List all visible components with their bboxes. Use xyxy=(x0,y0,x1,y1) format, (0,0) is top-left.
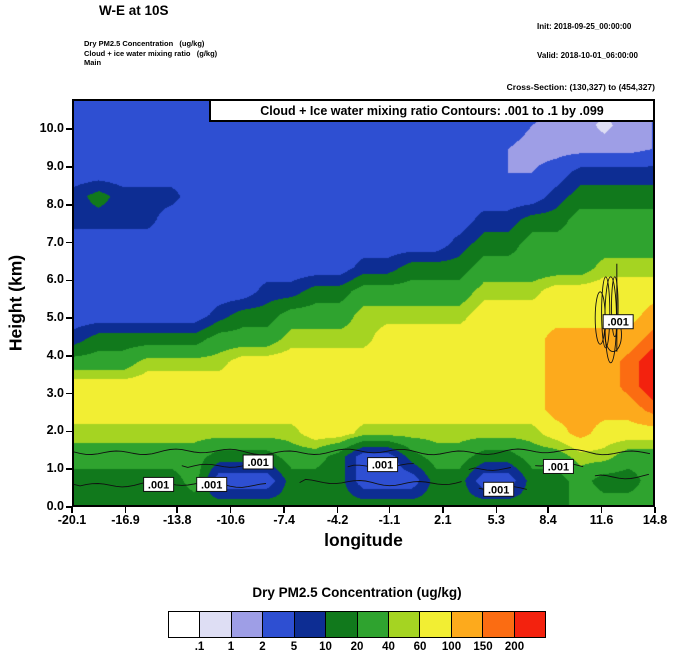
x-tick-mark xyxy=(124,507,127,513)
colorbar-cell xyxy=(483,612,515,637)
colorbar-cell xyxy=(514,612,546,637)
colorbar-label: 20 xyxy=(350,641,364,653)
product-line-domain: Main xyxy=(84,58,102,67)
x-tick-label: -4.2 xyxy=(326,513,349,527)
y-tick-label: 4.0 xyxy=(46,347,64,362)
product-description: Dry PM2.5 Concentration (ug/kg) Cloud + … xyxy=(84,39,217,68)
x-tick-label: -7.4 xyxy=(273,513,295,527)
colorbar-label: .1 xyxy=(194,641,205,653)
y-tick-mark xyxy=(66,392,72,395)
y-tick-mark xyxy=(66,506,72,508)
x-tick-mark xyxy=(229,507,232,513)
plot-frame: .001.001.001.001.001.001.001 Cloud + Ice… xyxy=(72,99,655,507)
colorbar-cell xyxy=(200,612,232,637)
colorbar-label: 1 xyxy=(227,641,235,653)
x-tick-mark xyxy=(283,507,285,513)
y-tick-label: 3.0 xyxy=(46,385,64,400)
x-tick-mark xyxy=(388,507,391,513)
y-tick-label: 9.0 xyxy=(46,159,64,173)
x-tick-label: 11.6 xyxy=(589,513,614,527)
colorbar-label: 5 xyxy=(290,641,298,653)
x-tick-label: 8.4 xyxy=(539,513,557,527)
x-tick-label: 5.3 xyxy=(487,513,505,527)
y-tick-mark xyxy=(66,430,72,433)
cross-section-coords: Cross-Section: (130,327) to (454,327) xyxy=(506,82,655,92)
y-tick-label: 5.0 xyxy=(46,310,64,325)
y-tick-label: 7.0 xyxy=(46,234,64,249)
x-tick-mark xyxy=(547,507,549,513)
colorbar-cell xyxy=(294,612,327,637)
colorbar-label: 200 xyxy=(504,641,525,653)
contour-info-banner: Cloud + Ice water mixing ratio Contours:… xyxy=(209,101,653,122)
y-tick-label: 2.0 xyxy=(46,423,64,438)
y-axis-label: Height (km) xyxy=(5,254,26,352)
x-tick-mark xyxy=(495,507,498,513)
x-tick-label: -20.1 xyxy=(57,513,87,527)
y-tick-label: 8.0 xyxy=(46,196,64,211)
y-tick-mark xyxy=(66,279,72,282)
y-tick-label: 1.0 xyxy=(46,461,64,476)
x-tick-label: -13.8 xyxy=(162,513,192,527)
y-tick-label: 10.0 xyxy=(39,121,64,136)
y-tick-mark xyxy=(66,204,72,206)
colorbar-label: 2 xyxy=(259,641,266,653)
x-axis-label: longitude xyxy=(324,530,403,550)
colorbar-label: 10 xyxy=(319,641,332,653)
y-tick-mark xyxy=(66,166,72,168)
x-tick-mark xyxy=(600,507,603,513)
colorbar-cell xyxy=(263,612,295,637)
y-tick-mark xyxy=(66,317,72,319)
x-tick-mark xyxy=(442,507,444,513)
page-title: W-E at 10S xyxy=(99,3,169,18)
colorbar-cell xyxy=(451,612,484,637)
x-tick-mark xyxy=(336,507,339,513)
x-tick-mark xyxy=(71,507,73,513)
product-line-cloud: Cloud + ice water mixing ratio (g/kg) xyxy=(84,48,218,58)
colorbar-cell xyxy=(169,612,201,637)
colorbar-label: 60 xyxy=(413,641,427,653)
y-tick-label: 6.0 xyxy=(46,272,64,287)
x-tick-label: -16.9 xyxy=(111,513,140,527)
init-timestamp: Init: 2018-09-25_00:00:00 xyxy=(537,22,632,31)
colorbar-cell xyxy=(231,612,264,637)
x-tick-label: 14.8 xyxy=(642,513,668,527)
valid-timestamp: Valid: 2018-10-01_06:00:00 xyxy=(537,50,638,60)
init-valid-block: Init: 2018-09-25_00:00:00 Valid: 2018-10… xyxy=(537,3,638,79)
colorbar-cell xyxy=(420,612,452,637)
y-tick-label: 0.0 xyxy=(46,499,64,513)
legend-title: Dry PM2.5 Concentration (ug/kg) xyxy=(252,585,462,600)
x-tick-label: -1.1 xyxy=(378,513,401,527)
x-tick-label: 2.1 xyxy=(434,513,452,527)
colorbar-label: 150 xyxy=(473,641,493,653)
colorbar-cell xyxy=(388,612,421,637)
x-tick-mark xyxy=(176,507,178,513)
x-tick-mark xyxy=(654,507,656,513)
product-line-pm25: Dry PM2.5 Concentration (ug/kg) xyxy=(84,39,205,48)
colorbar-label: 40 xyxy=(382,641,395,653)
field-canvas xyxy=(74,101,653,505)
y-tick-mark xyxy=(66,241,72,244)
y-tick-mark xyxy=(66,355,72,357)
x-tick-label: -10.6 xyxy=(216,513,245,527)
colorbar xyxy=(168,611,546,638)
y-tick-mark xyxy=(66,128,72,130)
colorbar-label: 100 xyxy=(441,641,462,653)
colorbar-cell xyxy=(326,612,358,637)
colorbar-cell xyxy=(357,612,389,637)
y-tick-mark xyxy=(66,468,72,470)
